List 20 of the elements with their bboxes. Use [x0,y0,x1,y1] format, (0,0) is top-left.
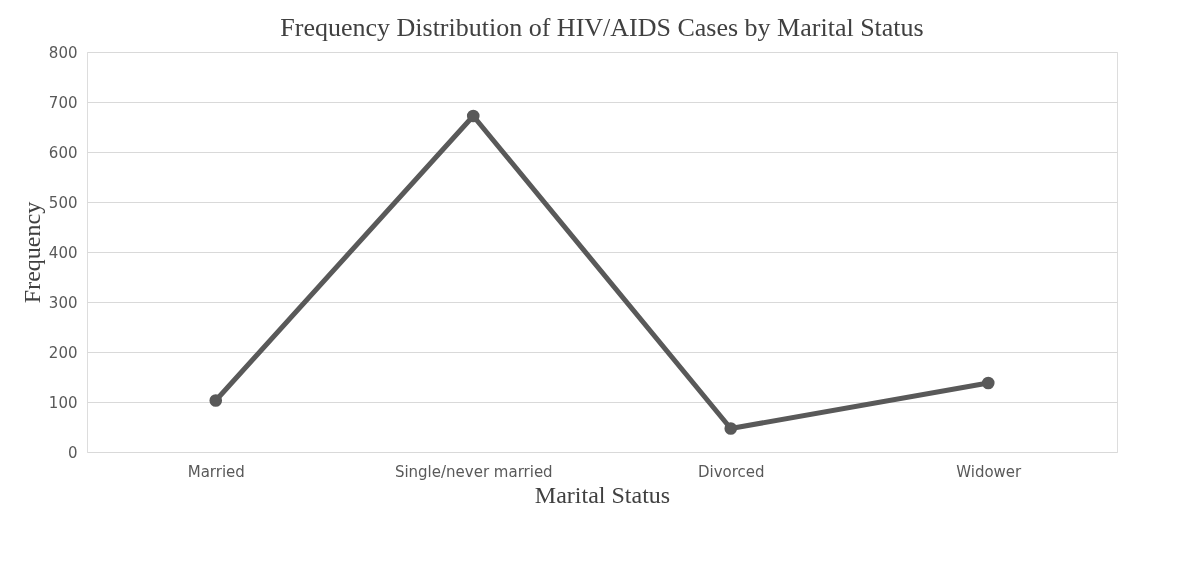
point [209,394,223,407]
x-tick-label: Divorced [697,462,765,481]
point [466,109,480,123]
y-tick-label: 500 [48,193,78,212]
point [724,422,738,435]
chart-title: Frequency Distribution of HIV/AIDS Cases by Marital Status [280,13,924,42]
y-tick-label: 700 [48,93,78,112]
x-tick-label: Married [187,462,245,481]
x-axis-title: Marital Status [534,481,671,508]
y-tick-label: 200 [48,343,78,362]
y-tick-label: 300 [48,293,78,312]
y-tick-label: 600 [48,143,78,162]
y-tick-label: 0 [67,443,78,462]
y-axis-title: Frequency [18,201,45,304]
point [981,376,995,390]
y-tick-label: 800 [48,43,78,62]
y-tick-label: 400 [48,243,78,262]
x-tick-label: Single/never married [394,462,553,481]
x-tick-label: Widower [956,462,1023,481]
y-tick-label: 100 [48,393,78,412]
